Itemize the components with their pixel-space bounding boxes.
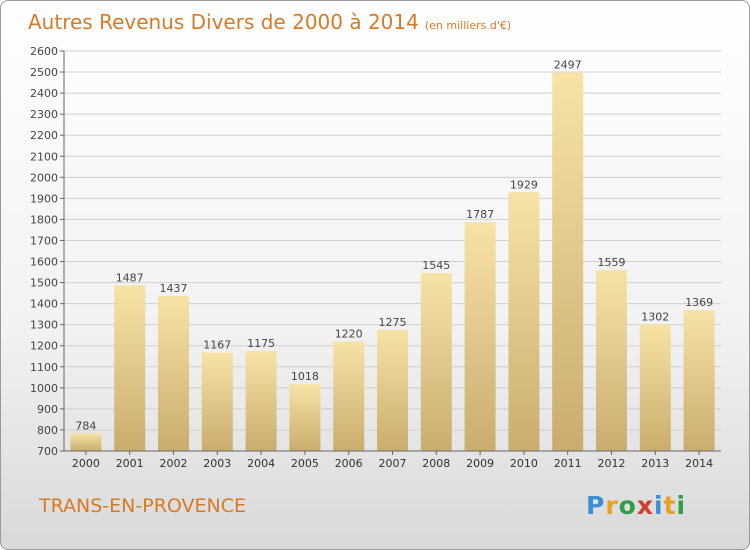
bar[interactable]: [245, 351, 277, 451]
y-tick-label: 2400: [30, 87, 58, 100]
y-tick-label: 800: [37, 424, 58, 437]
bars: 784 1487 1437 1167 1175 1018 1220 1275 1545 1787 1…: [70, 59, 715, 452]
x-tick-label: 2005: [291, 457, 319, 470]
x-tick-label: 2004: [247, 457, 275, 470]
bar-value-label: 1167: [203, 339, 231, 352]
logo-letter: r: [605, 491, 619, 520]
chart-subtitle: (en milliers d'€): [424, 19, 512, 32]
logo-letter: x: [636, 491, 654, 520]
x-tick-label: 2000: [72, 457, 100, 470]
bar-value-label: 1545: [422, 259, 450, 272]
x-tick-label: 2007: [379, 457, 407, 470]
bar-value-label: 1275: [379, 316, 407, 329]
bar[interactable]: [114, 285, 146, 451]
commune-name: TRANS-EN-PROVENCE: [39, 495, 247, 517]
y-tick-label: 1300: [30, 319, 58, 332]
y-tick-label: 1400: [30, 298, 58, 311]
bar[interactable]: [508, 192, 540, 451]
x-tick-label: 2012: [598, 457, 626, 470]
y-tick-label: 1500: [30, 277, 58, 290]
bar-value-label: 784: [75, 419, 96, 432]
bar-value-label: 1220: [335, 328, 363, 341]
y-tick-label: 2200: [30, 129, 58, 142]
y-tick-label: 2600: [30, 45, 58, 58]
logo-letter: P: [586, 491, 606, 520]
bar[interactable]: [70, 433, 102, 451]
y-tick-label: 1000: [30, 382, 58, 395]
y-tick-label: 1100: [30, 361, 58, 374]
bar[interactable]: [552, 72, 584, 452]
bar[interactable]: [683, 310, 715, 451]
x-axis: 2000 2001 2002 2003 2004 2005 2006 2007 2008 2009…: [64, 450, 721, 470]
y-tick-label: 700: [37, 445, 58, 458]
x-tick-label: 2013: [641, 457, 669, 470]
y-tick-label: 2000: [30, 171, 58, 184]
bar-value-label: 1929: [510, 178, 538, 191]
bar[interactable]: [420, 273, 452, 451]
bar-value-label: 1559: [598, 256, 626, 269]
y-tick-label: 1600: [30, 256, 58, 269]
bar[interactable]: [464, 222, 496, 451]
y-tick-label: 1900: [30, 192, 58, 205]
x-tick-label: 2014: [685, 457, 713, 470]
y-tick-label: 2100: [30, 150, 58, 163]
bar[interactable]: [377, 329, 408, 451]
bar[interactable]: [158, 295, 189, 451]
chart-title: Autres Revenus Divers de 2000 à 2014 (en …: [28, 10, 511, 34]
bar[interactable]: [201, 352, 233, 451]
x-tick-label: 2010: [510, 457, 538, 470]
logo-letter: i: [676, 491, 687, 520]
bar-value-label: 1487: [116, 271, 144, 284]
chart-title-text: Autres Revenus Divers de 2000 à 2014: [28, 10, 419, 34]
x-tick-label: 2003: [203, 457, 231, 470]
bar[interactable]: [333, 341, 365, 451]
bar-value-label: 1437: [160, 282, 188, 295]
bar-value-label: 1302: [641, 310, 669, 323]
bar[interactable]: [639, 324, 671, 451]
x-tick-label: 2011: [554, 457, 582, 470]
y-tick-label: 2500: [30, 66, 58, 79]
x-tick-label: 2002: [160, 457, 188, 470]
y-axis: 700 800 900 1000 1100 1200 1300 1400 1500 1600 170…: [30, 45, 65, 458]
y-tick-label: 1200: [30, 340, 58, 353]
bar-value-label: 2497: [554, 59, 582, 72]
x-tick-label: 2008: [422, 457, 450, 470]
logo-letter: o: [618, 491, 637, 520]
x-tick-label: 2001: [116, 457, 144, 470]
bar-value-label: 1175: [247, 337, 275, 350]
bar-value-label: 1018: [291, 370, 319, 383]
proxiti-logo[interactable]: Proxiti: [586, 491, 686, 520]
y-tick-label: 2300: [30, 108, 58, 121]
bar-value-label: 1787: [466, 208, 494, 221]
x-tick-label: 2009: [466, 457, 494, 470]
y-tick-label: 1800: [30, 213, 58, 226]
bar[interactable]: [596, 270, 627, 451]
logo-letter: t: [663, 491, 677, 520]
bar-value-label: 1369: [685, 296, 713, 309]
bar-chart: 700 800 900 1000 1100 1200 1300 1400 1500 1600 170…: [30, 45, 721, 470]
y-tick-label: 900: [37, 403, 58, 416]
logo-letter: i: [654, 491, 664, 520]
bar[interactable]: [289, 384, 321, 451]
y-tick-label: 1700: [30, 234, 58, 247]
x-tick-label: 2006: [335, 457, 363, 470]
